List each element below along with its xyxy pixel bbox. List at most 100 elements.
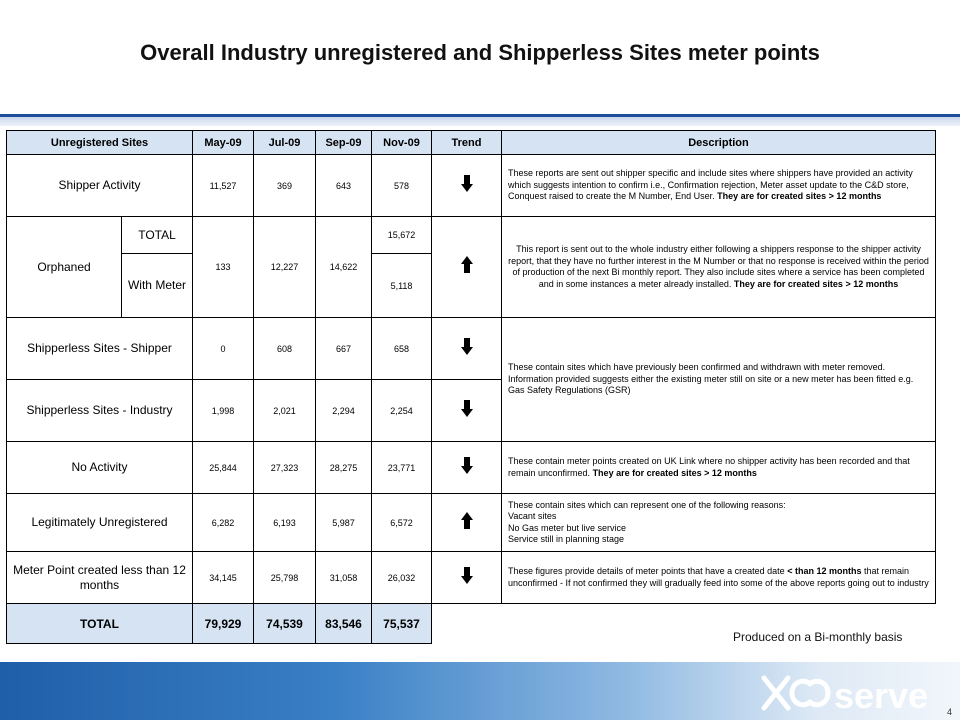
cell-value: 2,021	[253, 379, 316, 442]
header-may: May-09	[192, 130, 254, 155]
cell-value: 6,572	[371, 493, 432, 552]
trend-cell	[431, 551, 502, 604]
description-meter-point-created: These figures provide details of meter p…	[501, 551, 936, 604]
table-total-row: TOTAL 79,929 74,539 83,546 75,537	[6, 603, 936, 644]
description-text: These reports are sent out shipper speci…	[508, 168, 913, 202]
description-emphasis: < than 12 months	[787, 566, 862, 576]
trend-cell	[431, 216, 502, 318]
header-sites: Unregistered Sites	[6, 130, 193, 155]
table-header-row: Unregistered Sites May-09 Jul-09 Sep-09 …	[6, 130, 936, 155]
description-line: Service still in planning stage	[508, 534, 625, 544]
cell-value: 25,798	[253, 551, 316, 604]
description-line: Vacant sites	[508, 511, 557, 521]
total-label: TOTAL	[6, 603, 193, 644]
cell-value: 5,118	[371, 253, 432, 318]
trend-cell	[431, 493, 502, 552]
down-arrow-icon	[460, 456, 473, 474]
row-label-no-activity: No Activity	[6, 441, 193, 494]
trend-cell	[431, 379, 502, 442]
description-shipper-activity: These reports are sent out shipper speci…	[501, 154, 936, 217]
xoserve-logo: serve	[761, 675, 928, 716]
row-label-shipperless-shipper: Shipperless Sites - Shipper	[6, 317, 193, 380]
down-arrow-icon	[460, 174, 473, 192]
row-label-shipper-activity: Shipper Activity	[6, 154, 193, 217]
cell-value: 14,622	[315, 216, 372, 318]
cell-value: 643	[315, 154, 372, 217]
cell-value: 369	[253, 154, 316, 217]
table-row: Shipper Activity 11,527 369 643 578 Thes…	[6, 154, 936, 217]
cell-value: 25,844	[192, 441, 254, 494]
description-text: This report is sent out to the whole ind…	[508, 244, 929, 289]
description-no-activity: These contain meter points created on UK…	[501, 441, 936, 494]
row-label-meter-point-created: Meter Point created less than 12 months	[6, 551, 193, 604]
cell-value: 133	[192, 216, 254, 318]
description-line: No Gas meter but live service	[508, 522, 627, 533]
table-row: With Meter 5,118	[7, 253, 936, 318]
cell-value: 31,058	[315, 551, 372, 604]
description-shipperless: These contain sites which have previousl…	[501, 317, 936, 442]
description-emphasis: They are for created sites > 12 months	[717, 191, 882, 202]
description-text: that remain unconfirmed - If not confirm…	[508, 566, 929, 588]
header-nov: Nov-09	[371, 130, 432, 155]
total-value: 79,929	[192, 603, 254, 644]
header-jul: Jul-09	[253, 130, 316, 155]
description-text: These contain meter points created on UK…	[508, 456, 910, 478]
title-rule	[0, 114, 960, 117]
description-orphaned: This report is sent out to the whole ind…	[501, 216, 936, 318]
up-arrow-icon	[460, 511, 473, 529]
logo-wordmark: serve	[834, 675, 928, 716]
cell-value: 15,672	[371, 216, 432, 254]
description-emphasis: They are for created sites > 12 months	[733, 278, 899, 289]
cell-value: 0	[192, 317, 254, 380]
header-description: Description	[501, 130, 936, 155]
row-label-legitimately-unregistered: Legitimately Unregistered	[6, 493, 193, 552]
down-arrow-icon	[460, 337, 473, 355]
header-sep: Sep-09	[315, 130, 372, 155]
down-arrow-icon	[460, 399, 473, 417]
cell-value: 578	[371, 154, 432, 217]
footer-band	[0, 662, 960, 720]
table-row: No Activity 25,844 27,323 28,275 23,771 …	[6, 441, 936, 494]
description-line: These contain sites which can represent …	[508, 499, 786, 510]
down-arrow-icon	[460, 566, 473, 584]
trend-cell	[431, 154, 502, 217]
trend-cell	[431, 317, 502, 380]
cell-value: 26,032	[371, 551, 432, 604]
row-sublabel-total: TOTAL	[121, 216, 193, 254]
row-label-orphaned: Orphaned	[6, 216, 122, 318]
table-row: Orphaned TOTAL 133 12,227 14,622 15,672 …	[6, 216, 936, 318]
empty-cell	[431, 603, 936, 644]
footnote: Produced on a Bi-monthly basis	[733, 630, 903, 644]
cell-value: 658	[371, 317, 432, 380]
description-emphasis: They are for created sites > 12 months	[592, 467, 757, 478]
title-rule-shadow	[0, 117, 960, 126]
header-trend: Trend	[431, 130, 502, 155]
page-title: Overall Industry unregistered and Shippe…	[140, 40, 820, 65]
description-text: These figures provide details of meter p…	[508, 566, 785, 576]
cell-value: 12,227	[253, 216, 316, 318]
cell-value: 1,998	[192, 379, 254, 442]
cell-value: 23,771	[371, 441, 432, 494]
unregistered-sites-table: Unregistered Sites May-09 Jul-09 Sep-09 …	[6, 130, 936, 644]
cell-value: 28,275	[315, 441, 372, 494]
table-row: Legitimately Unregistered 6,282 6,193 5,…	[6, 493, 936, 552]
cell-value: 5,987	[315, 493, 372, 552]
up-arrow-icon	[460, 256, 473, 273]
cell-value: 6,193	[253, 493, 316, 552]
cell-value: 11,527	[192, 154, 254, 217]
total-value: 83,546	[315, 603, 372, 644]
cell-value: 2,254	[371, 379, 432, 442]
page-number: 4	[947, 707, 953, 717]
cell-value: 27,323	[253, 441, 316, 494]
table-row: Meter Point created less than 12 months …	[6, 551, 936, 604]
table-row: Shipperless Sites - Shipper 0 608 667 65…	[6, 317, 936, 442]
row-label-shipperless-industry: Shipperless Sites - Industry	[6, 379, 193, 442]
cell-value: 6,282	[192, 493, 254, 552]
row-sublabel-with-meter: With Meter	[121, 253, 193, 318]
total-value: 74,539	[253, 603, 316, 644]
cell-value: 34,145	[192, 551, 254, 604]
trend-cell	[431, 441, 502, 494]
total-value: 75,537	[371, 603, 432, 644]
cell-value: 608	[253, 317, 316, 380]
cell-value: 2,294	[315, 379, 372, 442]
